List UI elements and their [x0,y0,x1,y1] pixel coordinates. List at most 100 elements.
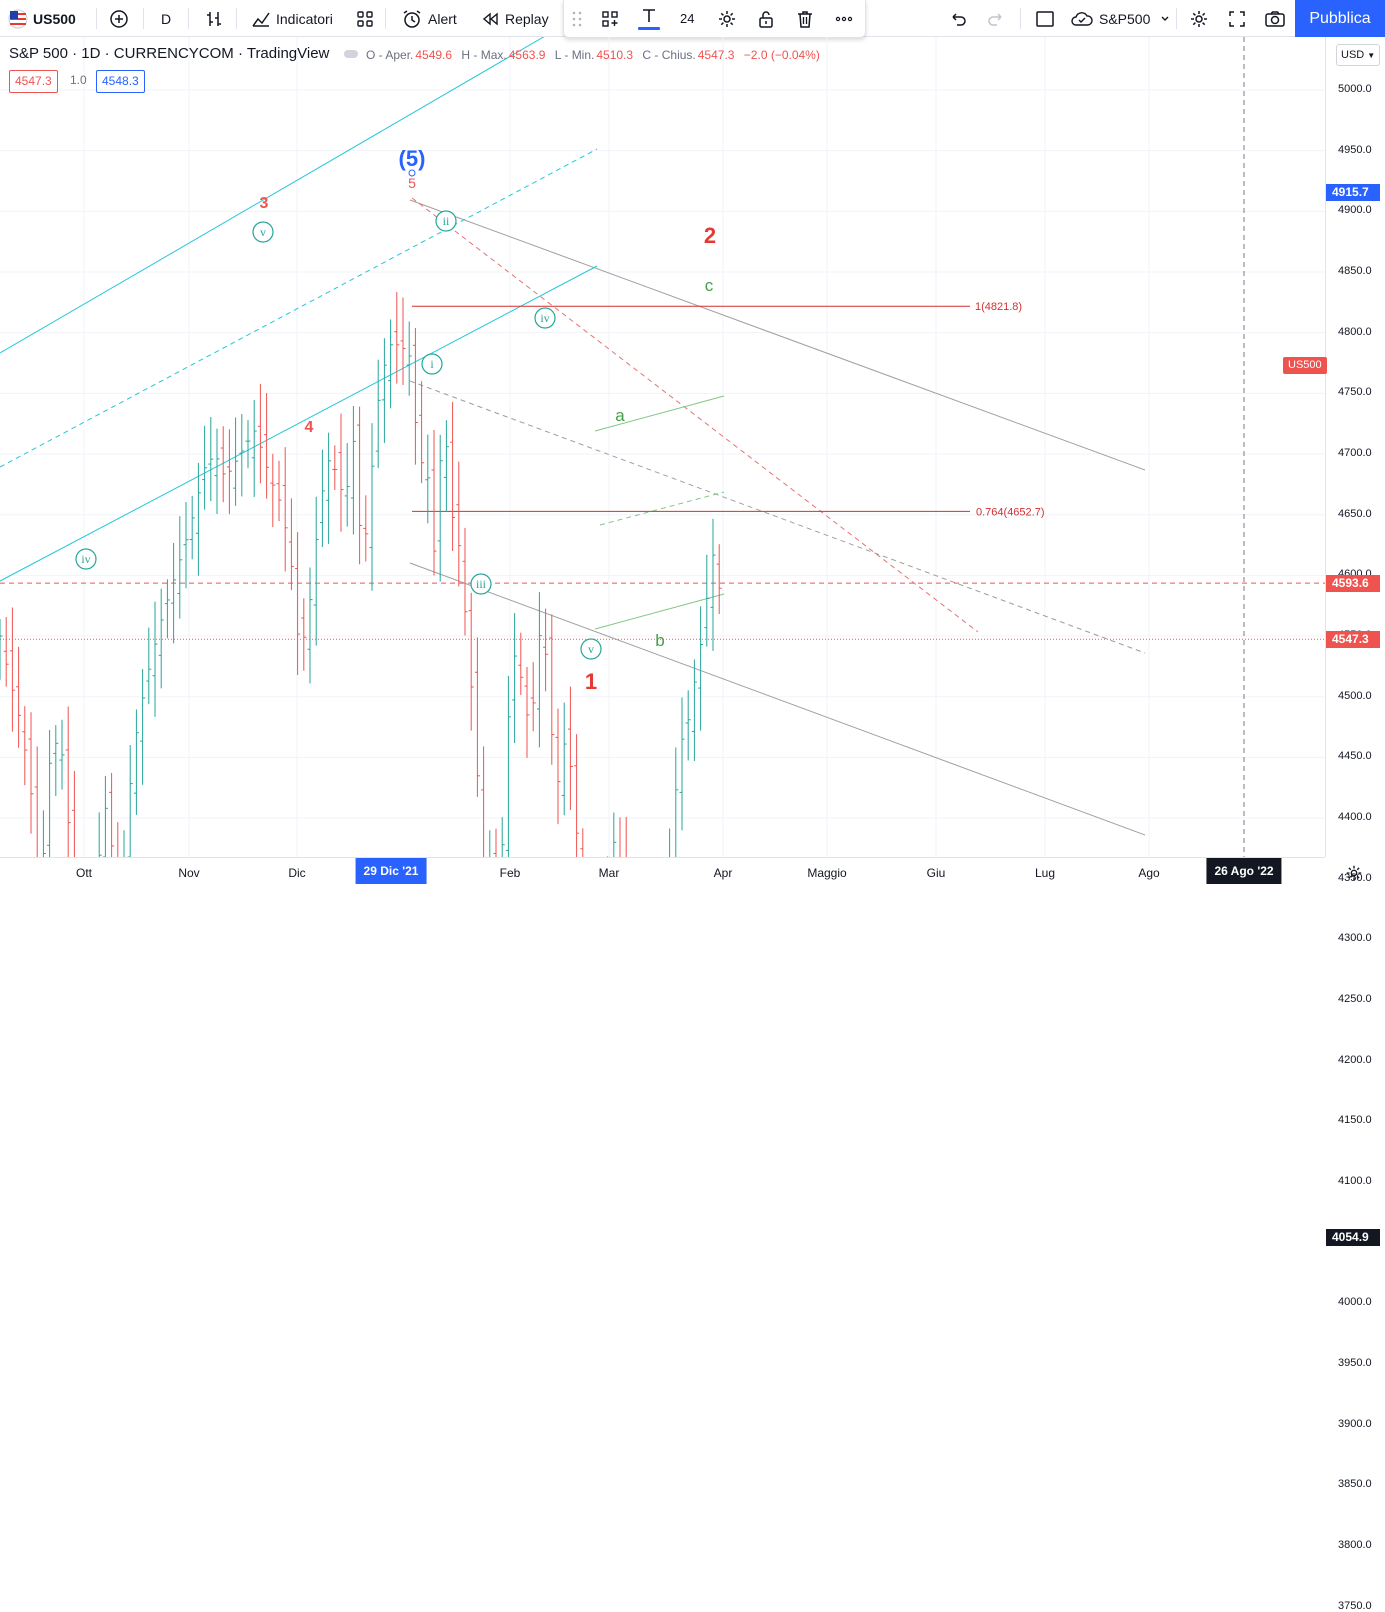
time-axis[interactable]: Ott Nov Dic Feb Mar Apr Maggio Giu Lug Ago 29 Dic … [0,857,1362,893]
downtrend-lower-line [409,562,1146,836]
interval-button[interactable]: D [161,0,171,37]
ohlc-bar [208,417,214,502]
delete-button[interactable] [795,0,815,37]
sell-price-button[interactable]: 4547.3 [9,70,58,93]
chart-canvas[interactable]: 1(4821.8)0.764(4652.7)0(4105.5) 34(5)512… [0,37,1325,857]
ohlc-bar [691,659,697,761]
ohlc-bar [257,383,263,484]
ohlc-bar [183,501,189,589]
ohlc-bar [202,425,208,510]
ohlc-bar [710,518,716,651]
axis-settings-button[interactable] [1345,864,1363,887]
wave-label: 1 [585,669,597,694]
ohlc-bar [412,328,418,465]
channel-mid-dashed-line [0,148,598,468]
ohlc-bar [381,338,387,443]
compare-button[interactable] [109,0,129,37]
ohlc-bar [400,297,406,386]
ohlc-bar [474,637,480,797]
fullscreen-button[interactable] [1227,0,1247,37]
price-tick-label: 4000.0 [1338,1296,1372,1309]
drawing-settings-button[interactable] [717,0,737,37]
redo-icon [988,12,1002,26]
gear-icon [1346,865,1362,881]
ohlc-bar [53,725,59,797]
symbol-search[interactable]: US500 [8,0,76,37]
redo-button[interactable] [986,0,1006,37]
price-tick-label: 4700.0 [1338,447,1372,460]
ohlc-bar [505,675,511,857]
alert-button[interactable]: Alert [401,0,457,37]
text-color-swatch [638,27,660,30]
buy-price-button[interactable]: 4548.3 [96,70,145,93]
gear-icon [719,10,735,27]
ohlc-bar [555,708,561,825]
ohlc-bar [350,406,356,535]
ohlc-bar [332,445,338,490]
chart-legend-title[interactable]: S&P 500 · 1D · CURRENCYCOM · TradingView [9,45,358,62]
ohlc-bar [369,423,375,591]
selected-date-label: 29 Dic '21 [355,858,427,884]
templates-button[interactable] [355,0,375,37]
ohlc-bar [59,719,65,790]
text-tool-icon [643,9,655,22]
ohlc-bar [561,702,567,816]
ohlc-bar [567,686,573,811]
more-button[interactable] [834,0,854,37]
ohlc-bar [518,632,524,695]
price-tick-label: 4750.0 [1338,386,1372,399]
ohlc-bar [98,812,102,857]
lock-button[interactable] [756,0,776,37]
layout-button[interactable] [1035,0,1055,37]
legend-symbol-title: S&P 500 · 1D · CURRENCYCOM · TradingView [9,45,330,62]
ohlc-bar [152,601,158,717]
price-tick-label: 5000.0 [1338,83,1372,95]
price-tick-label: 3800.0 [1338,1539,1372,1552]
indicators-button[interactable]: Indicatori [251,0,333,37]
ohlc-bar [613,812,617,857]
replay-button[interactable]: Replay [480,0,549,37]
svg-text:iv: iv [81,552,90,566]
ohlc-bar [419,381,425,484]
ohlc-bar [239,414,245,497]
symbol-label: US500 [33,10,76,27]
ohlc-bar [189,495,195,560]
open-label: O - Aper. [366,48,414,62]
snapshot-button[interactable] [1264,0,1286,37]
ohlc-bar [704,554,710,647]
price-axis[interactable]: USD ▼ 5000.0 4950.0 4900.0 4850.0 4800.0 4750… [1325,37,1385,1612]
trash-icon [798,10,812,28]
price-tick-label: 4950.0 [1338,143,1372,156]
high-value: 4563.9 [508,48,546,62]
downtrend-upper-line [409,199,1146,471]
price-axis-label: 4915.7 [1326,184,1380,202]
ohlc-bar [42,810,46,857]
templates-tool-button[interactable] [600,0,620,37]
text-color-button[interactable] [638,0,660,37]
chart-type-button[interactable] [204,0,224,37]
font-size-label: 24 [680,11,695,26]
ohlc-bar [388,319,394,409]
ohlc-bar [140,669,146,785]
bars-icon [207,11,221,26]
ohlc-bar [580,828,584,857]
change-value: −2.0 (−0.04%) [743,48,820,62]
drag-handle[interactable] [572,0,582,37]
ohlc-bar [489,830,491,857]
currency-button[interactable]: USD ▼ [1336,44,1381,66]
font-size-button[interactable]: 24 [680,0,694,37]
ohlc-bar [493,828,497,857]
ohlc-bar [47,729,53,857]
save-layout-button[interactable]: S&P500 [1070,0,1170,37]
high-label: H - Max. [461,48,507,62]
low-value: 4510.3 [596,48,634,62]
ohlc-values: O - Aper. 4549.6 H - Max. 4563.9 L - Min. 4… [366,48,820,62]
price-tick-label: 4100.0 [1338,1175,1372,1188]
settings-button[interactable] [1189,0,1209,37]
wave-label: b [655,631,664,650]
ohlc-bar [288,498,294,591]
undo-button[interactable] [948,0,968,37]
ohlc-bar [431,430,437,576]
publish-button[interactable]: Pubblica [1295,0,1385,37]
ohlc-bar [319,449,325,548]
